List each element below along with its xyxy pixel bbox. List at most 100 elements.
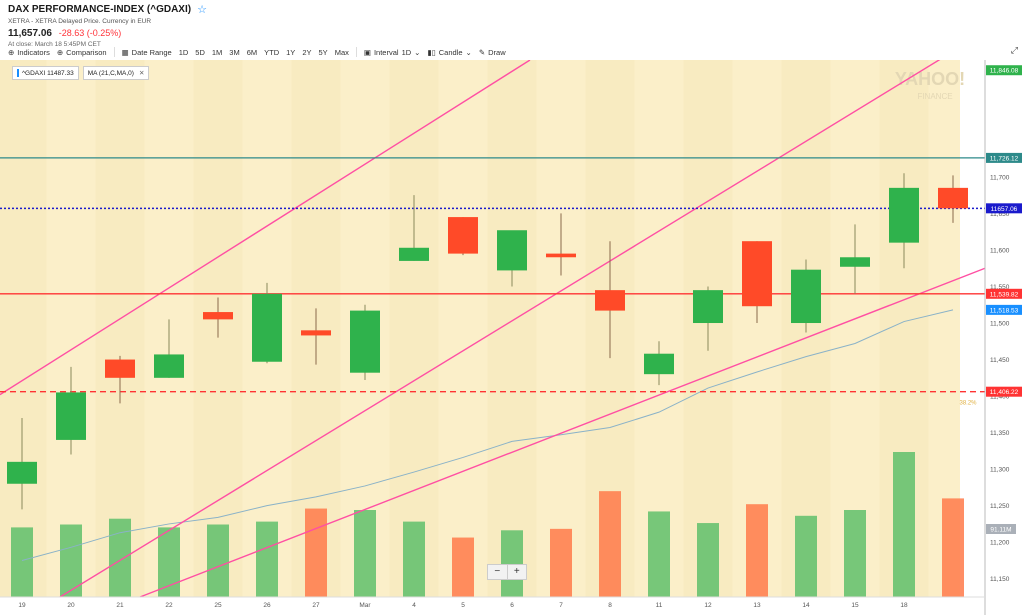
price-level-tag [986, 288, 1022, 299]
yahoo-watermark: YAHOO! [895, 69, 965, 89]
candle-body [105, 359, 135, 378]
x-tick-label: 20 [67, 602, 75, 609]
range-1y[interactable]: 1Y [286, 47, 296, 57]
y-tick-label: 11,400 [990, 394, 1010, 401]
x-tick-label: 11 [656, 602, 663, 609]
volume-bar [844, 510, 866, 597]
y-tick-label: 11,300 [990, 467, 1010, 474]
zoom-in-button[interactable]: + [506, 565, 527, 579]
watchlist-star-icon[interactable]: ☆ [197, 4, 207, 16]
comparison-button[interactable]: ⊕ Comparison [57, 48, 107, 57]
candle-body [448, 217, 478, 254]
volume-bar [795, 515, 817, 597]
candle-body [497, 230, 527, 271]
yahoo-watermark-sub: FINANCE [917, 92, 952, 101]
range-5d[interactable]: 5D [195, 47, 205, 57]
close-icon[interactable]: ✕ [138, 70, 145, 77]
price-level-label: 11,518.53 [990, 307, 1019, 314]
candle-body [301, 330, 331, 336]
range-1d[interactable]: 1D [178, 47, 189, 57]
price-level-tag [986, 304, 1022, 315]
indicators-button[interactable]: ⊕ Indicators [8, 48, 50, 57]
plus-circle-icon: ⊕ [8, 47, 15, 57]
day-band [95, 60, 145, 597]
candle-label: Candle [438, 47, 463, 57]
x-tick-label: 18 [900, 602, 908, 609]
x-tick-label: 4 [412, 602, 416, 609]
toolbar-divider [355, 47, 357, 57]
candle-body [154, 354, 184, 378]
volume-bar [501, 530, 523, 597]
candle-body [644, 353, 674, 375]
x-tick-label: 7 [559, 602, 563, 609]
interval-icon: ▣ [363, 47, 371, 57]
x-tick-label: 26 [263, 602, 271, 609]
range-max[interactable]: Max [334, 47, 349, 57]
market-close-note: At close: March 18 5:45PM CET [8, 41, 101, 48]
pencil-icon: ✎ [478, 47, 486, 57]
x-tick-label: 13 [753, 602, 761, 609]
candle-body [350, 310, 380, 373]
x-tick-label: 12 [704, 602, 712, 609]
volume-bar [403, 521, 425, 597]
range-ytd[interactable]: YTD [264, 47, 280, 57]
trendline [59, 60, 941, 598]
y-tick-label: 11,600 [990, 247, 1010, 254]
y-tick-label: 11,150 [990, 576, 1010, 583]
range-6m[interactable]: 6M [246, 47, 258, 57]
x-tick-label: 15 [851, 602, 859, 609]
candle-body [791, 269, 821, 324]
price-level-tag [986, 386, 1022, 397]
y-tick-label: 11,350 [990, 430, 1010, 437]
range-1m[interactable]: 1M [211, 47, 223, 57]
volume-bar [305, 508, 327, 597]
volume-bar [354, 510, 376, 597]
x-tick-label: 22 [165, 602, 173, 609]
x-tick-label: 25 [214, 602, 222, 609]
chevron-down-icon: ⌄ [465, 47, 472, 57]
zoom-out-button[interactable]: − [494, 566, 501, 577]
price-level-label: 11,539.82 [990, 291, 1019, 298]
candle-body [840, 257, 870, 267]
volume-bar [11, 527, 33, 597]
range-3m[interactable]: 3M [229, 47, 240, 57]
interval-dropdown[interactable]: ▣ Interval 1D ⌄ [364, 48, 421, 57]
calendar-icon: ▦ [121, 47, 129, 57]
legend-symbol-label: ^GDAXI 11487.33 [22, 69, 74, 77]
candle-body [595, 290, 625, 311]
x-tick-label: 8 [608, 602, 612, 609]
draw-button[interactable]: ✎ Draw [479, 48, 506, 57]
indicators-label: Indicators [17, 47, 50, 57]
chart-toolbar: ⊕ Indicators ⊕ Comparison ▦ Date Range 1… [8, 46, 506, 58]
y-tick-label: 11,200 [990, 540, 1010, 547]
fullscreen-icon[interactable]: ⤢ [1010, 45, 1018, 55]
candle-body [56, 392, 86, 440]
candlestick-chart[interactable]: YAHOO! FINANCE 38.2% 11,150 11,200 11,250 11,3… [0, 60, 1024, 615]
price-level-label: 11,846.08 [990, 68, 1019, 75]
interval-value: 1D [401, 47, 412, 57]
toolbar-divider [113, 47, 115, 57]
comparison-label: Comparison [66, 47, 107, 57]
price-level-label: 11,726.12 [990, 155, 1019, 162]
legend-ma[interactable]: MA (21,C,MA,0) ✕ [82, 66, 150, 80]
volume-bar [648, 511, 670, 597]
range-5y[interactable]: 5Y [318, 47, 328, 57]
candle-icon: ▮▯ [427, 47, 436, 57]
price-level-tag [986, 65, 1022, 76]
volume-bar [60, 524, 82, 597]
x-tick-label: Mar [359, 602, 371, 609]
x-tick-label: 5 [461, 602, 465, 609]
date-range-button[interactable]: ▦ Date Range [122, 48, 172, 57]
range-2y[interactable]: 2Y [302, 47, 312, 57]
x-tick-label: 19 [18, 602, 26, 609]
volume-bar [746, 504, 768, 597]
y-tick-label: 11,250 [990, 503, 1010, 510]
price-level-label: 11,406.22 [990, 389, 1019, 396]
legend-symbol[interactable]: ^GDAXI 11487.33 [12, 66, 79, 80]
chart-type-dropdown[interactable]: ▮▯ Candle ⌄ [427, 48, 471, 57]
price-level-tag [986, 203, 1022, 214]
candle-body [693, 290, 723, 324]
volume-bar [697, 523, 719, 597]
trendline [139, 267, 986, 598]
fib-label: 38.2% [959, 401, 977, 407]
